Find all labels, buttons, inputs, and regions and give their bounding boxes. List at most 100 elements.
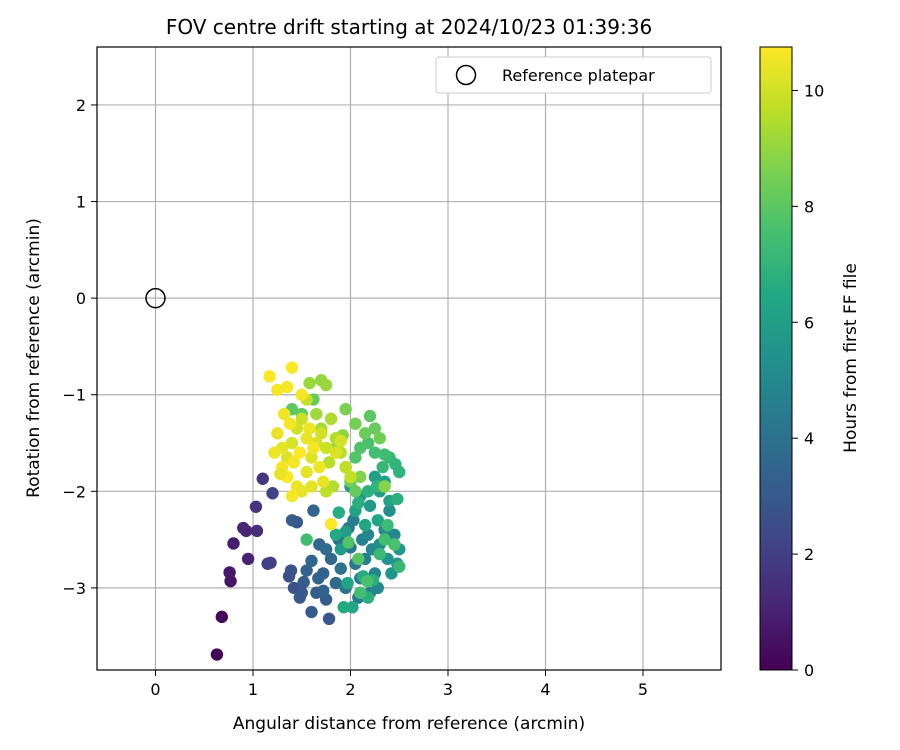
data-point <box>322 612 336 626</box>
y-axis-label: Rotation from reference (arcmin) <box>24 218 44 498</box>
data-point <box>295 485 308 498</box>
grid-lines <box>97 47 721 670</box>
data-point <box>322 456 336 469</box>
data-point <box>249 500 263 513</box>
data-point <box>215 610 228 624</box>
data-point <box>337 601 350 614</box>
data-point <box>300 431 313 445</box>
data-point <box>285 361 299 374</box>
data-point <box>319 441 333 455</box>
data-point <box>239 524 253 538</box>
y-tick-label: 0 <box>76 289 86 308</box>
data-point <box>344 470 357 484</box>
data-point <box>354 586 367 599</box>
data-point <box>305 605 318 619</box>
data-point <box>334 562 347 575</box>
y-tick-label: 2 <box>76 96 86 115</box>
data-point <box>358 427 372 440</box>
data-point <box>315 427 328 440</box>
data-point <box>268 446 281 459</box>
data-point <box>263 370 276 383</box>
data-point <box>266 487 279 500</box>
data-point <box>305 451 318 464</box>
legend-box <box>435 56 712 94</box>
data-point <box>363 499 377 512</box>
data-point <box>381 518 394 532</box>
colorbar-tick-label: 0 <box>804 661 814 680</box>
x-tick-label: 3 <box>443 680 453 699</box>
data-point <box>300 564 313 577</box>
data-point <box>274 467 287 481</box>
data-point <box>300 465 313 479</box>
data-point <box>300 533 313 546</box>
data-point <box>378 448 391 461</box>
data-point <box>210 648 224 661</box>
data-point <box>363 409 377 423</box>
data-point <box>285 436 299 450</box>
colorbar-tick-label: 10 <box>804 81 824 100</box>
data-point <box>388 528 401 541</box>
data-point <box>393 560 406 573</box>
data-point <box>383 504 396 517</box>
colorbar-tick-label: 6 <box>804 313 814 332</box>
data-point <box>293 591 306 604</box>
data-point <box>271 383 284 397</box>
data-point <box>329 528 343 541</box>
data-point <box>378 480 391 493</box>
data-point <box>227 537 240 550</box>
y-tick-label: −2 <box>62 482 86 501</box>
data-point <box>307 504 320 517</box>
data-point <box>283 417 297 430</box>
x-axis-label: Angular distance from reference (arcmin) <box>233 714 585 734</box>
data-point <box>329 576 343 590</box>
data-point <box>346 601 359 614</box>
data-point <box>317 475 330 488</box>
data-point <box>368 446 382 459</box>
data-point <box>305 480 318 493</box>
data-point <box>354 441 367 455</box>
data-point <box>391 492 404 506</box>
data-point <box>378 533 391 546</box>
data-point <box>280 380 294 394</box>
data-point <box>339 460 352 474</box>
data-point <box>250 524 264 538</box>
legend-label-reference-platepar: Reference platepar <box>502 66 655 85</box>
data-point <box>347 514 360 527</box>
data-point <box>349 485 362 498</box>
data-point <box>358 518 372 532</box>
data-point <box>349 451 362 464</box>
colorbar-tick-label: 8 <box>804 197 814 216</box>
y-axis-ticks: −3 −2 −1 0 1 2 <box>62 96 97 598</box>
data-point <box>341 576 354 590</box>
data-point <box>256 472 269 485</box>
data-point <box>319 543 333 556</box>
x-tick-label: 1 <box>248 680 258 699</box>
data-point <box>324 412 338 426</box>
data-point <box>373 431 386 445</box>
chart-title: FOV centre drift starting at 2024/10/23 … <box>166 15 652 39</box>
x-axis-ticks: 0 1 2 3 4 5 <box>150 670 648 699</box>
x-tick-label: 5 <box>638 680 648 699</box>
data-point <box>295 412 308 426</box>
data-point <box>334 434 347 448</box>
colorbar-tick-label: 2 <box>804 545 814 564</box>
data-point <box>329 446 343 459</box>
data-point <box>393 465 406 479</box>
data-point <box>349 417 362 430</box>
data-point <box>310 407 323 421</box>
data-point <box>371 514 384 527</box>
data-point <box>312 572 325 585</box>
colorbar-label: Hours from first FF file <box>841 263 861 453</box>
data-point <box>223 566 236 579</box>
data-point <box>303 422 316 435</box>
data-point <box>388 538 401 551</box>
data-point <box>241 552 255 566</box>
y-tick-label: −1 <box>62 386 86 405</box>
data-point <box>285 489 299 503</box>
data-point <box>368 470 382 484</box>
data-point <box>297 575 310 589</box>
data-point <box>278 407 291 421</box>
data-point <box>319 485 333 498</box>
data-point <box>339 525 352 539</box>
